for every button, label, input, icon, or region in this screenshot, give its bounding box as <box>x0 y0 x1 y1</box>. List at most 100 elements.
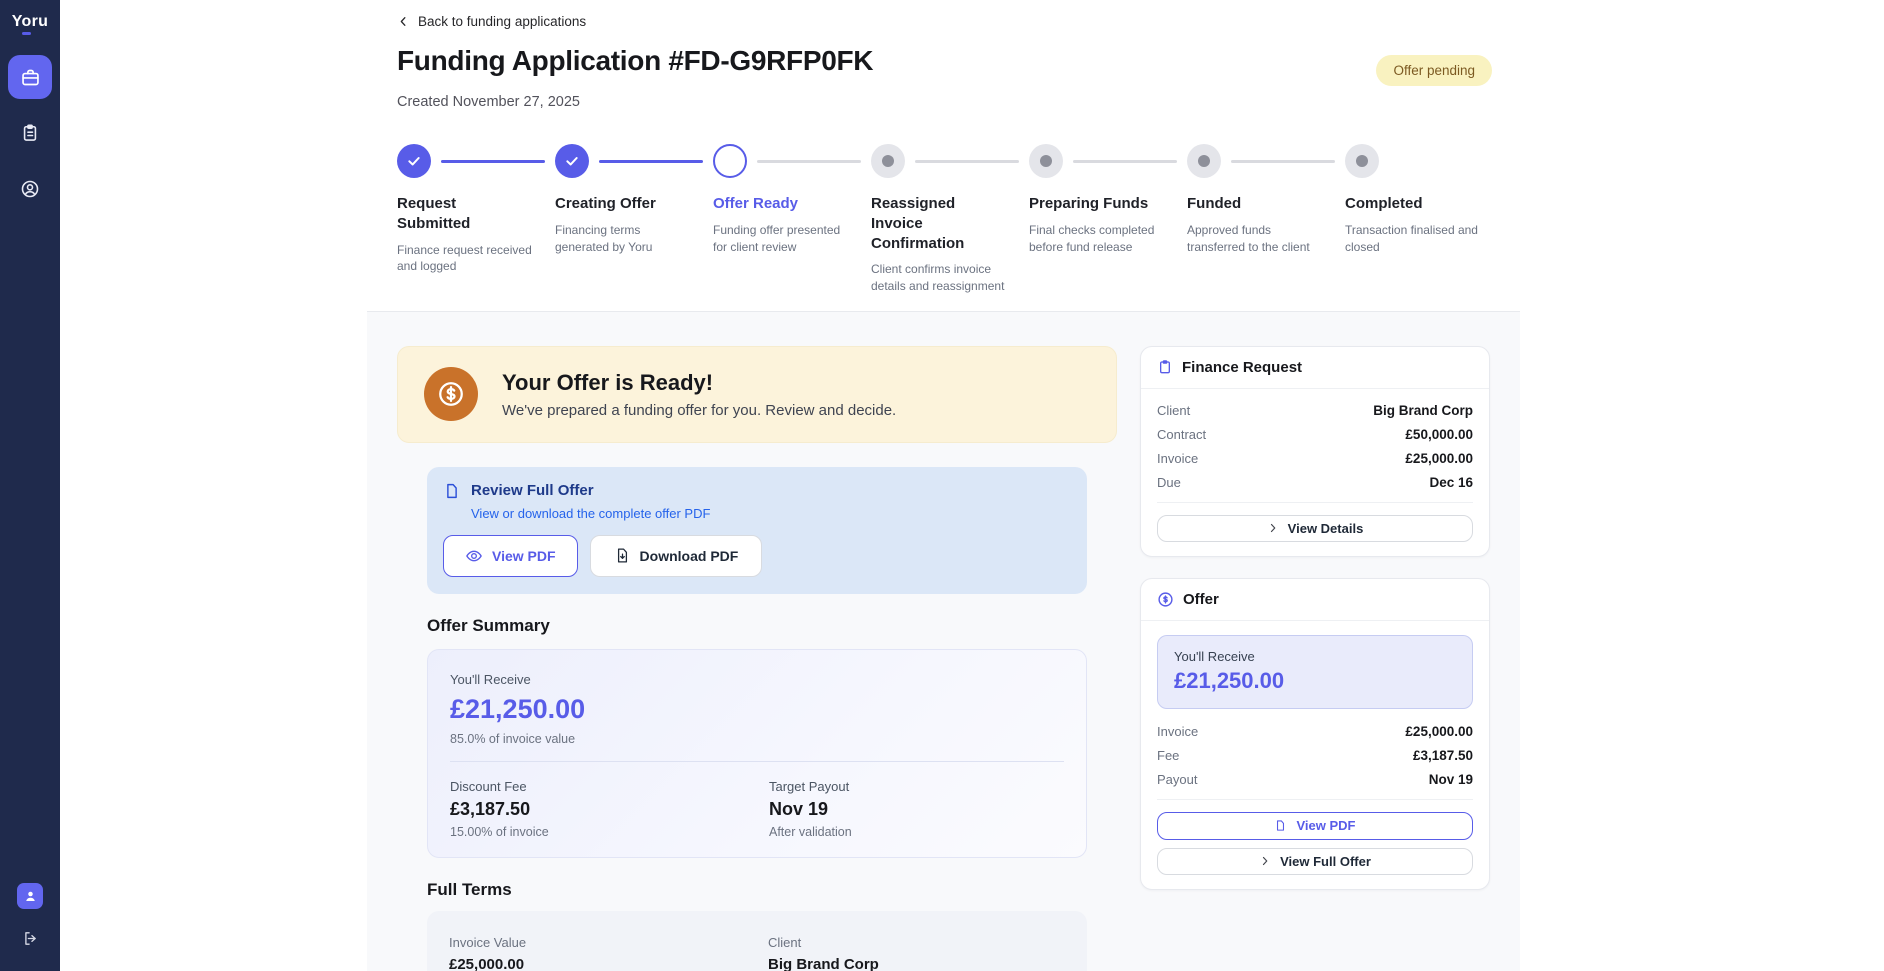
step-title: Creating Offer <box>555 194 713 214</box>
sidebar-item-funding[interactable] <box>8 55 52 99</box>
offer-view-pdf-label: View PDF <box>1296 818 1355 833</box>
view-details-button[interactable]: View Details <box>1157 515 1473 542</box>
page-title: Funding Application #FD-G9RFP0FK <box>397 45 873 77</box>
receive-amount: £21,250.00 <box>1174 668 1456 694</box>
step-description: Client confirms invoice details and reas… <box>871 261 1029 295</box>
logout-icon <box>22 930 39 947</box>
offer-card-header: Offer <box>1141 579 1489 621</box>
logo-accent-underline <box>22 32 31 35</box>
briefcase-icon <box>20 67 41 88</box>
term-label: Invoice Value <box>449 935 768 950</box>
step-description: Finance request received and logged <box>397 242 555 276</box>
row-label: Invoice <box>1157 451 1198 466</box>
payout-note: After validation <box>769 825 1064 839</box>
step-circle-upcoming <box>871 144 905 178</box>
step-preparing-funds: Preparing Funds Final checks completed b… <box>1029 144 1187 295</box>
step-circle-upcoming <box>1029 144 1063 178</box>
clipboard-icon <box>1157 359 1173 375</box>
term-field: Client Big Brand Corp <box>768 935 1065 971</box>
offer-card-body: You'll Receive £21,250.00 Invoice £25,00… <box>1141 621 1489 889</box>
receive-label: You'll Receive <box>1174 649 1456 664</box>
term-value: £25,000.00 <box>449 956 768 971</box>
chevron-right-icon <box>1267 522 1279 534</box>
step-title: Offer Ready <box>713 194 871 214</box>
step-connector <box>599 160 703 163</box>
finance-request-title: Finance Request <box>1182 359 1302 376</box>
row-label: Payout <box>1157 772 1197 787</box>
banner-text: Your Offer is Ready! We've prepared a fu… <box>502 370 896 419</box>
row-value: £50,000.00 <box>1405 427 1473 442</box>
full-terms-heading: Full Terms <box>427 880 1117 900</box>
review-full-offer-card: Review Full Offer View or download the c… <box>427 467 1087 594</box>
view-pdf-button[interactable]: View PDF <box>443 535 578 577</box>
coin-dollar-icon <box>1157 591 1174 608</box>
download-pdf-label: Download PDF <box>640 548 739 564</box>
sidebar-item-account[interactable] <box>8 167 52 211</box>
step-title: Funded <box>1187 194 1345 214</box>
step-circle-upcoming <box>1187 144 1221 178</box>
discount-fee-block: Discount Fee £3,187.50 15.00% of invoice <box>450 779 769 839</box>
step-dot <box>1356 155 1368 167</box>
target-payout-block: Target Payout Nov 19 After validation <box>769 779 1064 839</box>
banner-subtitle: We've prepared a funding offer for you. … <box>502 402 896 419</box>
term-value: Big Brand Corp <box>768 956 1065 971</box>
review-card-subtitle: View or download the complete offer PDF <box>471 506 1071 521</box>
sidebar-item-applications[interactable] <box>8 111 52 155</box>
chevron-right-icon <box>1259 855 1271 867</box>
finance-row-due: Due Dec 16 <box>1157 475 1473 490</box>
content-right-column: Finance Request Client Big Brand Corp Co… <box>1140 346 1490 971</box>
step-description: Approved funds transferred to the client <box>1187 222 1345 256</box>
step-title: Preparing Funds <box>1029 194 1187 214</box>
user-circle-icon <box>20 179 40 199</box>
step-connector <box>757 160 861 163</box>
dollar-circle-icon <box>424 367 478 421</box>
full-terms-card: Invoice Value £25,000.00 Client Big Bran… <box>427 911 1087 971</box>
finance-row-contract: Contract £50,000.00 <box>1157 427 1473 442</box>
sidebar-item-profile[interactable] <box>17 883 43 909</box>
progress-stepper: Request Submitted Finance request receiv… <box>397 144 1492 311</box>
fee-note: 15.00% of invoice <box>450 825 769 839</box>
eye-icon <box>465 547 483 565</box>
offer-view-pdf-button[interactable]: View PDF <box>1157 812 1473 840</box>
back-link-label: Back to funding applications <box>418 14 586 29</box>
download-pdf-button[interactable]: Download PDF <box>590 535 763 577</box>
chevron-left-icon <box>397 15 410 28</box>
row-value: Nov 19 <box>1429 772 1473 787</box>
step-dot <box>1040 155 1052 167</box>
step-description: Financing terms generated by Yoru <box>555 222 713 256</box>
content-left-column: Your Offer is Ready! We've prepared a fu… <box>397 346 1117 971</box>
payout-value: Nov 19 <box>769 799 1064 820</box>
step-description: Final checks completed before fund relea… <box>1029 222 1187 256</box>
app-logo-text: Yoru <box>12 13 48 30</box>
offer-row-payout: Payout Nov 19 <box>1157 772 1473 787</box>
status-badge: Offer pending <box>1376 55 1492 86</box>
offer-card-title: Offer <box>1183 591 1219 608</box>
funding-application-page: Yoru <box>0 0 1884 971</box>
offer-summary-heading: Offer Summary <box>427 616 1117 636</box>
view-full-offer-button[interactable]: View Full Offer <box>1157 848 1473 875</box>
review-card-buttons: View PDF Download PDF <box>443 535 1071 577</box>
sidebar-item-logout[interactable] <box>17 925 43 951</box>
you-will-receive-box: You'll Receive £21,250.00 <box>1157 635 1473 709</box>
clipboard-icon <box>20 123 40 143</box>
offer-row-fee: Fee £3,187.50 <box>1157 748 1473 763</box>
app-logo: Yoru <box>0 0 60 31</box>
step-description: Transaction finalised and closed <box>1345 222 1503 256</box>
back-link[interactable]: Back to funding applications <box>397 14 586 29</box>
step-connector <box>1231 160 1335 163</box>
divider <box>450 761 1064 762</box>
step-connector <box>915 160 1019 163</box>
finance-request-body: Client Big Brand Corp Contract £50,000.0… <box>1141 389 1489 556</box>
document-icon <box>1274 819 1287 832</box>
receive-label: You'll Receive <box>450 672 1064 687</box>
finance-row-invoice: Invoice £25,000.00 <box>1157 451 1473 466</box>
step-dot <box>1198 155 1210 167</box>
content-area: Your Offer is Ready! We've prepared a fu… <box>367 311 1520 971</box>
row-label: Fee <box>1157 748 1179 763</box>
offer-card: Offer You'll Receive £21,250.00 Invoice … <box>1140 578 1490 890</box>
offer-row-invoice: Invoice £25,000.00 <box>1157 724 1473 739</box>
step-funded: Funded Approved funds transferred to the… <box>1187 144 1345 295</box>
receive-amount: £21,250.00 <box>450 694 1064 725</box>
review-card-header: Review Full Offer <box>443 482 1071 500</box>
view-full-offer-label: View Full Offer <box>1280 854 1371 869</box>
